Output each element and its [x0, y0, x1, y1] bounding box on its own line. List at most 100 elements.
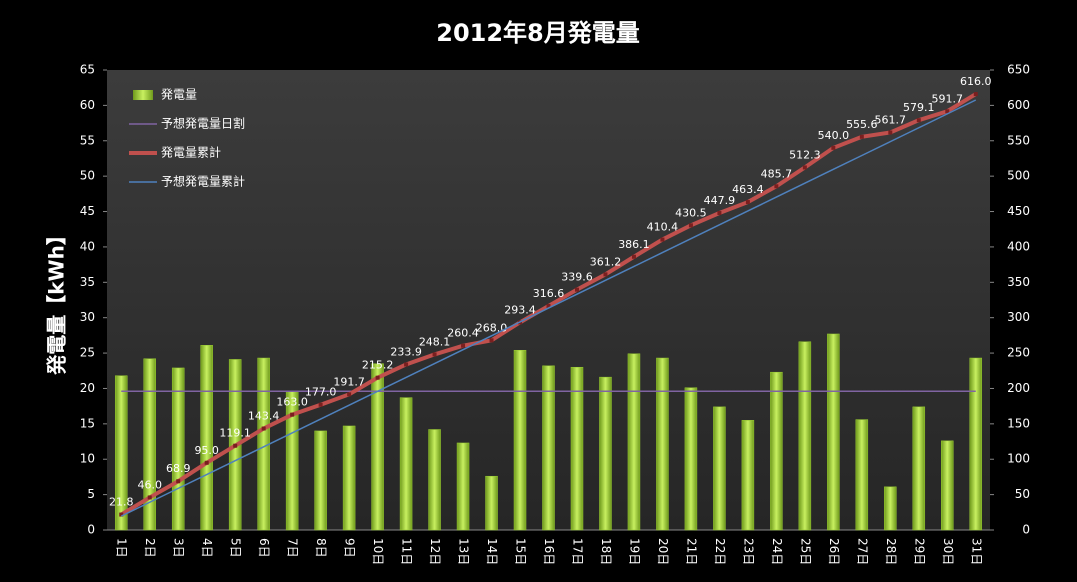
x-tick-label: 20日: [656, 538, 670, 565]
y-tick-label: 5: [87, 487, 95, 501]
bar: [941, 440, 954, 531]
marker: [489, 338, 494, 343]
x-tick-label: 15日: [514, 538, 528, 565]
bar: [485, 475, 498, 531]
data-label: 316.6: [533, 287, 565, 300]
marker: [717, 211, 722, 216]
legend-label: 発電量累計: [161, 145, 221, 160]
bar: [314, 430, 327, 531]
x-tick-label: 28日: [884, 538, 898, 565]
marker: [631, 254, 636, 259]
x-tick-label: 2日: [143, 538, 157, 558]
marker: [347, 392, 352, 397]
bar: [855, 419, 869, 531]
bar: [456, 442, 470, 531]
bar: [171, 367, 185, 531]
data-label: 95.0: [194, 444, 219, 457]
marker: [290, 412, 295, 417]
data-label: 248.1: [419, 335, 451, 348]
bar: [827, 333, 840, 531]
data-label: 191.7: [333, 375, 365, 388]
bar: [969, 357, 983, 531]
data-label: 591.7: [932, 92, 964, 105]
chart-title: 2012年8月発電量: [436, 19, 640, 47]
bar: [143, 358, 156, 531]
marker: [375, 375, 380, 380]
x-tick-label: 26日: [827, 538, 841, 565]
x-tick-label: 16日: [542, 538, 556, 565]
y-tick-label: 40: [80, 239, 95, 253]
marker: [432, 352, 437, 357]
legend-swatch: [133, 90, 153, 100]
x-tick-label: 18日: [599, 538, 613, 565]
x-tick-label: 23日: [741, 538, 755, 565]
x-tick-label: 13日: [457, 538, 471, 565]
y-axis-title: 発電量【kWh】: [45, 225, 69, 376]
y2-tick-label: 50: [1015, 487, 1030, 501]
data-label: 561.7: [875, 113, 907, 126]
bar: [656, 357, 669, 531]
marker: [745, 200, 750, 205]
y2-tick-label: 250: [1007, 346, 1030, 360]
marker: [802, 165, 807, 170]
data-label: 410.4: [647, 221, 679, 234]
bar: [912, 406, 926, 531]
bar: [627, 353, 641, 531]
y-tick-label: 15: [80, 416, 95, 430]
x-tick-label: 12日: [428, 538, 442, 565]
data-label: 430.5: [675, 206, 707, 219]
marker: [859, 134, 864, 139]
data-label: 143.4: [248, 410, 280, 423]
bar: [542, 365, 555, 531]
data-label: 555.6: [846, 118, 878, 131]
bar: [428, 429, 441, 531]
y2-tick-label: 400: [1007, 239, 1030, 253]
data-label: 361.2: [590, 255, 622, 268]
bar: [513, 349, 527, 531]
marker: [660, 237, 665, 242]
marker: [119, 512, 124, 517]
x-tick-label: 10日: [371, 538, 385, 565]
data-label: 447.9: [704, 194, 736, 207]
data-label: 579.1: [903, 101, 935, 114]
data-label: 386.1: [618, 238, 650, 251]
legend-label: 予想発電量累計: [161, 174, 245, 189]
data-label: 119.1: [219, 427, 251, 440]
bar: [884, 486, 897, 531]
y2-tick-label: 450: [1007, 204, 1030, 218]
x-tick-label: 1日: [115, 538, 129, 558]
marker: [945, 109, 950, 114]
y-tick-label: 20: [80, 381, 95, 395]
y-tick-label: 35: [80, 275, 95, 289]
marker: [916, 118, 921, 123]
data-label: 463.4: [732, 183, 764, 196]
data-label: 163.0: [276, 396, 308, 409]
marker: [831, 145, 836, 150]
y2-tick-label: 300: [1007, 310, 1030, 324]
bar: [371, 363, 384, 531]
bar: [770, 371, 783, 531]
data-label: 46.0: [137, 478, 162, 491]
x-tick-label: 27日: [855, 538, 869, 565]
data-label: 540.0: [818, 129, 850, 142]
x-tick-label: 6日: [257, 538, 271, 558]
x-tick-label: 5日: [229, 538, 243, 558]
y2-tick-label: 600: [1007, 98, 1030, 112]
x-tick-label: 25日: [798, 538, 812, 565]
x-tick-label: 21日: [684, 538, 698, 565]
x-tick-label: 30日: [941, 538, 955, 565]
data-label: 268.0: [476, 321, 508, 334]
marker: [318, 402, 323, 407]
bar: [342, 425, 356, 531]
bar: [570, 366, 584, 531]
data-label: 512.3: [789, 148, 821, 161]
marker: [574, 287, 579, 292]
y-tick-label: 25: [80, 346, 95, 360]
marker: [888, 130, 893, 135]
x-tick-label: 14日: [485, 538, 499, 565]
marker: [546, 303, 551, 308]
bar: [114, 375, 128, 531]
y-tick-label: 50: [80, 169, 95, 183]
marker: [404, 362, 409, 367]
